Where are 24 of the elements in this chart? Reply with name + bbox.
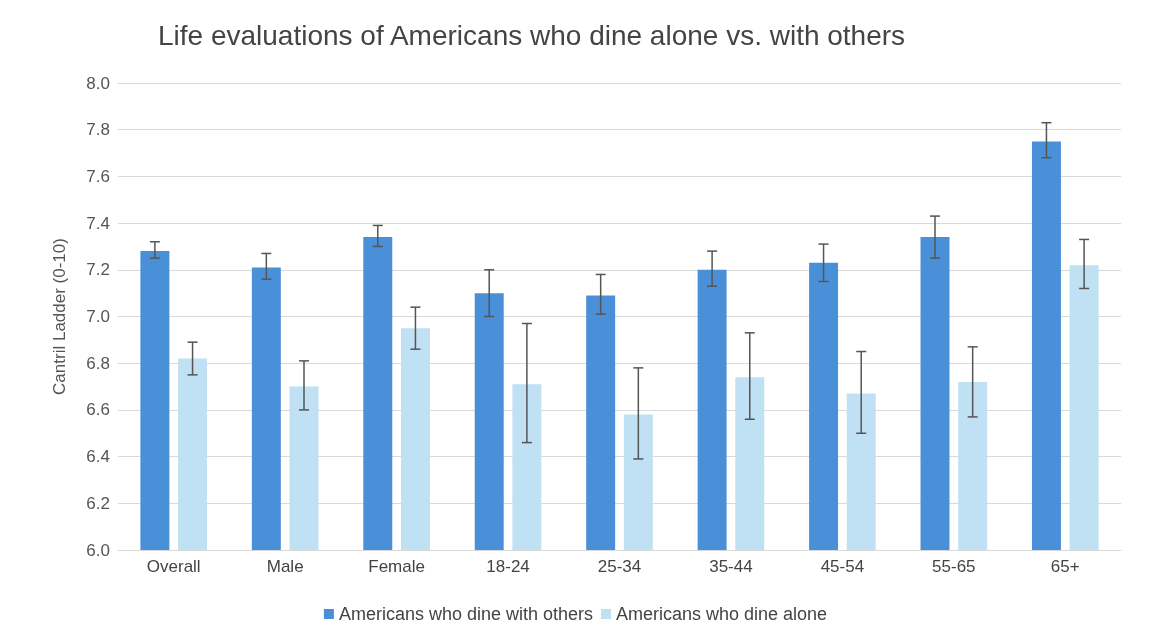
y-tick-label: 7.4 <box>86 213 110 233</box>
legend-label: Americans who dine with others <box>338 604 593 624</box>
x-tick-label: 65+ <box>1050 557 1080 576</box>
y-tick-label: 6.4 <box>86 447 110 467</box>
x-tick-label: Male <box>266 557 304 576</box>
x-tick-label: 45-54 <box>820 557 865 576</box>
chart-title: Life evaluations of Americans who dine alone vs. with others <box>158 19 906 51</box>
legend-label: Americans who dine alone <box>616 604 828 624</box>
y-tick-label: 6.8 <box>86 353 110 373</box>
x-tick-label: 55-65 <box>932 557 976 576</box>
y-tick-label: 7.8 <box>86 120 110 140</box>
x-tick-label: 18-24 <box>486 557 530 576</box>
y-tick-label: 8.0 <box>86 73 110 93</box>
x-tick-label: 35-44 <box>709 557 753 576</box>
x-tick-label: Overall <box>146 557 201 576</box>
x-tick-label: 25-34 <box>597 557 642 576</box>
y-tick-label: 6.0 <box>86 540 110 560</box>
y-tick-label: 7.2 <box>86 260 110 280</box>
x-tick-label: Female <box>368 557 425 576</box>
y-tick-label: 6.2 <box>86 493 110 513</box>
y-axis-title: Cantril Ladder (0-10) <box>50 238 69 395</box>
y-tick-label: 7.6 <box>86 166 110 186</box>
y-tick-label: 6.6 <box>86 400 110 420</box>
y-tick-label: 7.0 <box>86 307 110 326</box>
